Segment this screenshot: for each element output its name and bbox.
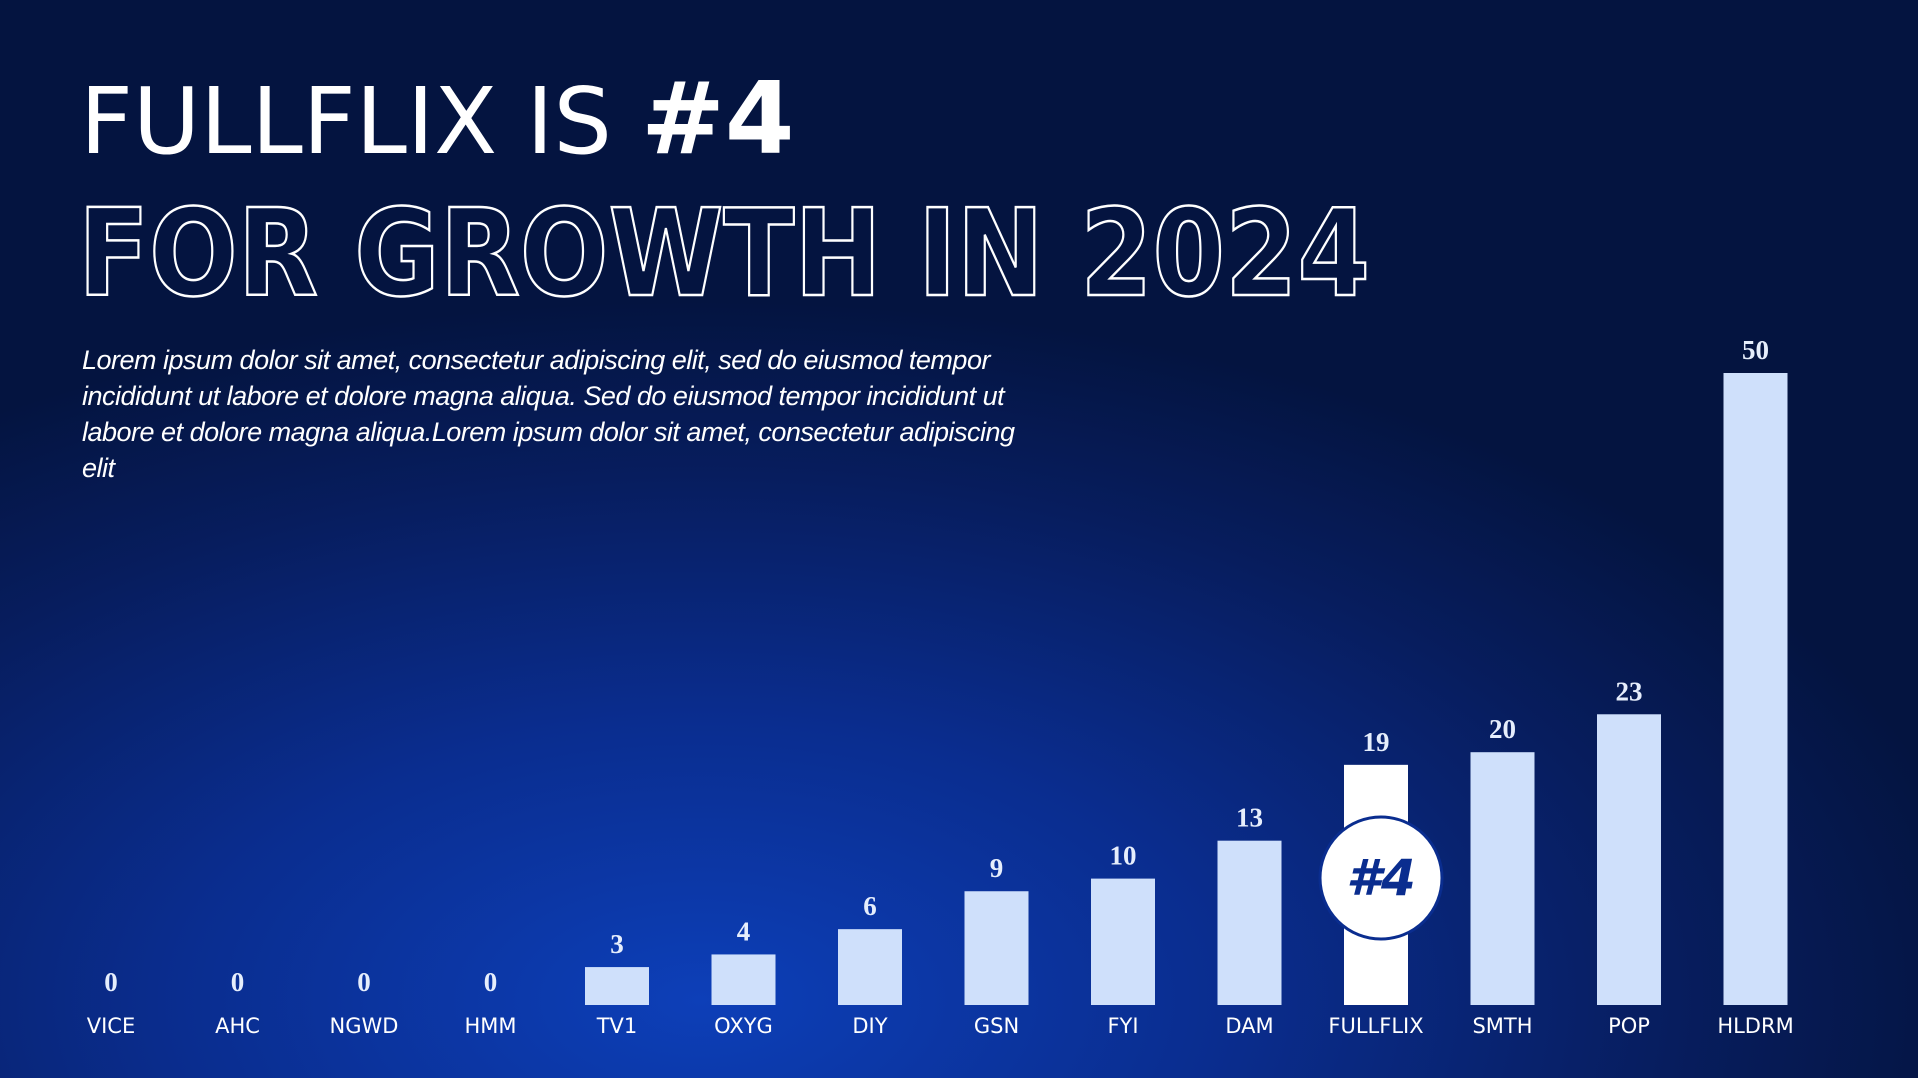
x-tick-label: HLDRM — [1717, 1014, 1793, 1038]
bar — [1723, 373, 1788, 1005]
x-tick-label: AHC — [215, 1014, 260, 1038]
x-tick-label: FYI — [1107, 1014, 1138, 1038]
x-tick-label: DAM — [1225, 1014, 1273, 1038]
x-tick-label: HMM — [464, 1014, 516, 1038]
x-tick-label: TV1 — [596, 1014, 638, 1038]
value-label: 0 — [484, 967, 498, 997]
bar — [1091, 878, 1155, 1005]
subtitle: FOR GROWTH IN 2024 — [78, 185, 1370, 324]
x-tick-label: SMTH — [1472, 1014, 1532, 1038]
x-tick-label: GSN — [974, 1014, 1019, 1038]
x-tick-label: POP — [1608, 1014, 1650, 1038]
bar — [1217, 840, 1282, 1005]
bar — [838, 929, 902, 1005]
x-tick-label: FULLFLIX — [1328, 1014, 1423, 1038]
value-label: 9 — [990, 853, 1004, 883]
bar — [1470, 752, 1535, 1005]
value-label: 0 — [231, 967, 245, 997]
x-tick-label: VICE — [87, 1014, 136, 1038]
bar — [585, 967, 649, 1005]
value-label: 10 — [1110, 841, 1137, 871]
value-label: 0 — [104, 967, 118, 997]
value-label: 23 — [1616, 676, 1643, 706]
bar — [711, 954, 776, 1005]
x-tick-label: NGWD — [330, 1014, 399, 1038]
value-label: 50 — [1742, 335, 1769, 365]
title-text: FULLFLIX IS — [80, 68, 612, 175]
badge-circle — [1318, 815, 1444, 941]
description: Lorem ipsum dolor sit amet, consectetur … — [82, 345, 1015, 483]
x-tick-label: OXYG — [714, 1014, 773, 1038]
value-label: 13 — [1236, 803, 1263, 833]
value-label: 20 — [1489, 714, 1516, 744]
badge-label: #4 — [1346, 849, 1416, 907]
bar — [1597, 714, 1661, 1005]
title-highlight: #4 — [641, 60, 794, 177]
x-tick-label: DIY — [852, 1014, 887, 1038]
value-label: 4 — [737, 916, 751, 946]
bar — [964, 891, 1029, 1005]
title: FULLFLIX IS #4 — [80, 60, 795, 177]
value-label: 19 — [1363, 727, 1390, 757]
value-label: 3 — [610, 929, 624, 959]
value-label: 6 — [863, 891, 877, 921]
value-label: 0 — [357, 967, 371, 997]
